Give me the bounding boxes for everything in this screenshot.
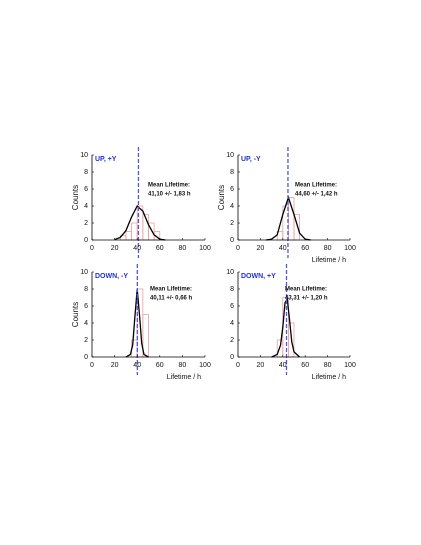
y-tick-label: 10 [80,269,88,276]
y-axis-label: Counts [71,302,80,327]
y-tick-label: 6 [84,186,88,193]
annotation: Mean Lifetime: [295,183,337,189]
x-tick-label: 20 [111,362,119,369]
fit-curve [271,297,301,358]
x-tick-label: 60 [156,362,164,369]
x-tick-label: 40 [279,362,287,369]
fit-curve [114,204,166,241]
y-axis-label: Counts [71,185,80,210]
x-axis-label: Lifetime / h [312,257,346,264]
x-tick-label: 60 [301,362,309,369]
y-tick-label: 8 [84,286,88,293]
y-tick-label: 0 [230,237,234,244]
annotation: Mean Lifetime: [150,287,192,293]
x-tick-label: 0 [90,362,94,369]
x-tick-label: 80 [324,362,332,369]
y-tick-label: 4 [84,203,88,210]
y-tick-label: 2 [230,220,234,227]
annotation: 44,60 +/- 1,42 h [295,192,338,198]
y-tick-label: 8 [230,286,234,293]
x-axis-label: Lifetime / h [312,374,346,381]
x-tick-label: 40 [279,245,287,252]
y-tick-label: 6 [84,303,88,310]
y-tick-label: 2 [84,220,88,227]
y-tick-label: 8 [84,169,88,176]
x-tick-label: 0 [236,362,240,369]
y-tick-label: 2 [84,337,88,344]
x-tick-label: 20 [111,245,119,252]
y-tick-label: 4 [230,320,234,327]
y-tick-label: 0 [84,354,88,361]
y-tick-label: 6 [230,186,234,193]
y-tick-label: 4 [84,320,88,327]
annotation: Mean Lifetime: [285,287,327,293]
panel-title: UP, +Y [95,156,117,163]
y-tick-label: 4 [230,203,234,210]
y-tick-label: 8 [230,169,234,176]
y-tick-label: 0 [84,237,88,244]
x-tick-label: 80 [179,245,187,252]
y-tick-label: 10 [226,269,234,276]
y-axis-label: Counts [217,185,226,210]
x-tick-label: 40 [133,362,141,369]
annotation: 40,11 +/- 0,66 h [150,296,193,302]
x-tick-label: 20 [257,245,265,252]
x-tick-label: 20 [257,362,265,369]
histogram-bar [125,231,132,241]
y-tick-label: 2 [230,337,234,344]
annotation: Mean Lifetime: [148,183,190,189]
panel-title: DOWN, -Y [95,273,128,280]
x-tick-label: 100 [344,362,356,369]
panel-title: UP, -Y [241,156,261,163]
x-tick-label: 100 [199,245,211,252]
x-axis-label: Lifetime / h [167,374,201,381]
x-tick-label: 40 [133,245,141,252]
x-tick-label: 100 [199,362,211,369]
x-tick-label: 60 [301,245,309,252]
annotation: 43,31 +/- 1,20 h [285,296,328,302]
y-tick-label: 6 [230,303,234,310]
histogram-bar [131,222,138,241]
panel-title: DOWN, +Y [241,273,276,280]
x-tick-label: 80 [179,362,187,369]
y-tick-label: 10 [226,152,234,159]
x-tick-label: 60 [156,245,164,252]
x-tick-label: 100 [344,245,356,252]
x-tick-label: 0 [236,245,240,252]
histogram-bar [287,197,295,241]
annotation: 41,10 +/- 1,83 h [148,192,191,198]
x-tick-label: 80 [324,245,332,252]
x-tick-label: 0 [90,245,94,252]
y-tick-label: 10 [80,152,88,159]
y-tick-label: 0 [230,354,234,361]
